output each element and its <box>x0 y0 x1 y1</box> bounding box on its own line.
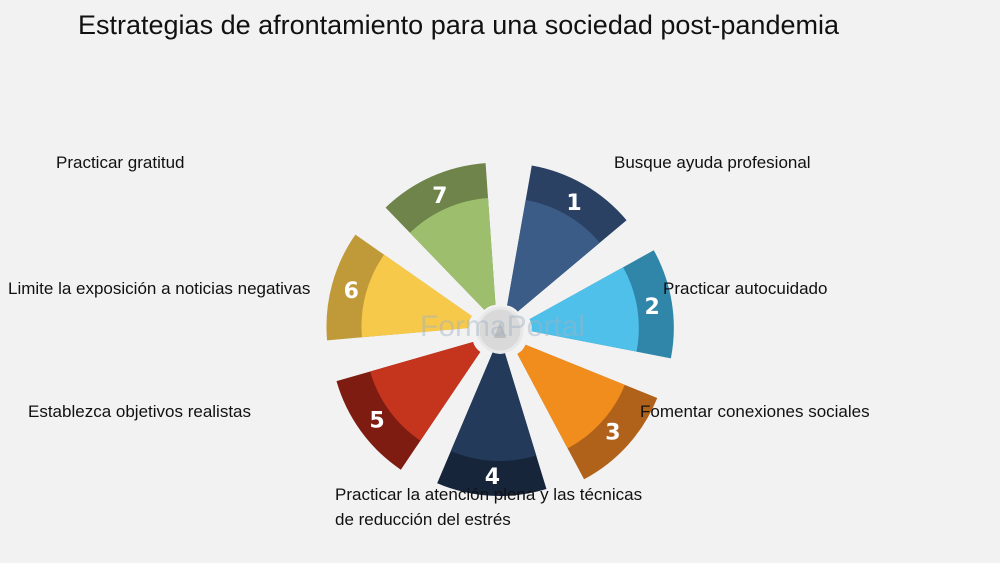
segment-5-number: 5 <box>369 408 384 433</box>
wheel-segment-6: 6 <box>326 234 472 341</box>
wheel-segment-7: 7 <box>385 163 496 310</box>
label-segment-2: Practicar autocuidado <box>663 279 828 298</box>
label-segment-4-line-1: Practicar la atención plena y las técnic… <box>335 485 643 504</box>
label-segment-7: Practicar gratitud <box>56 153 185 172</box>
segment-6-inner-fill <box>361 254 472 338</box>
segment-4-number: 4 <box>485 465 500 490</box>
segment-5-inner-fill <box>370 342 481 441</box>
page-title: Estrategias de afrontamiento para una so… <box>78 10 839 40</box>
label-segment-1: Busque ayuda profesional <box>614 153 811 172</box>
wheel-center-pointer <box>494 322 506 338</box>
segment-7-inner-fill <box>409 197 496 310</box>
segment-3-number: 3 <box>605 421 620 446</box>
wheel-segment-2: 2 <box>529 250 674 359</box>
wheel-segment-4: 4 <box>437 352 547 496</box>
label-segment-4-line-2: de reducción del estrés <box>335 510 511 529</box>
segment-3-inner-fill <box>517 344 625 449</box>
segment-1-number: 1 <box>566 191 581 216</box>
segment-7-number: 7 <box>432 184 447 209</box>
label-segment-6: Limite la exposición a noticias negativa… <box>8 279 311 298</box>
label-segment-4: Practicar la atención plena y las técnic… <box>335 482 642 532</box>
wheel-segment-5: 5 <box>336 342 481 470</box>
segment-4-inner-fill <box>450 352 537 461</box>
watermark-text: FormaPortal <box>420 310 585 343</box>
wheel-segment-3: 3 <box>517 344 658 480</box>
segment-6-number: 6 <box>344 279 359 304</box>
label-segment-5: Establezca objetivos realistas <box>28 402 252 421</box>
segment-2-inner-fill <box>529 267 639 352</box>
label-segment-3: Fomentar conexiones sociales <box>640 402 870 421</box>
segment-1-inner-fill <box>507 199 600 312</box>
segment-2-number: 2 <box>644 295 659 320</box>
wheel-segment-1: 1 <box>507 165 627 312</box>
